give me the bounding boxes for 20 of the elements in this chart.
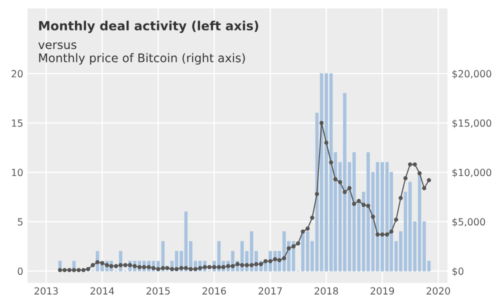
x-tick-label: 2020 [426,287,450,295]
x-tick-label: 2014 [90,287,114,295]
y-tick-label: 20 [12,70,23,78]
y-tick-label: 10 [12,168,23,176]
y-tick-label: 0 [18,268,23,275]
text: Monthly deal activity (left axis) [39,20,258,33]
x-tick-label: 2019 [370,287,394,295]
y-tick-label: 5 [18,218,22,226]
y2-tick-label: $5,000 [452,218,486,227]
y2-tick-label: $0 [452,267,464,276]
x-tick-label: 2017 [258,287,282,295]
y2-tick-label: $10,000 [452,168,492,178]
y2-tick-label: $20,000 [452,70,492,79]
x-tick-label: 2016 [202,287,226,295]
text: versus Monthly price of Bitcoin (right axis) [38,42,245,65]
x-tick-label: 2013 [34,287,58,295]
x-tick-label: 2018 [314,287,338,295]
y2-tick-label: $15,000 [452,119,492,128]
x-tick-label: 2015 [146,287,170,295]
y-tick-label: 15 [12,120,22,127]
